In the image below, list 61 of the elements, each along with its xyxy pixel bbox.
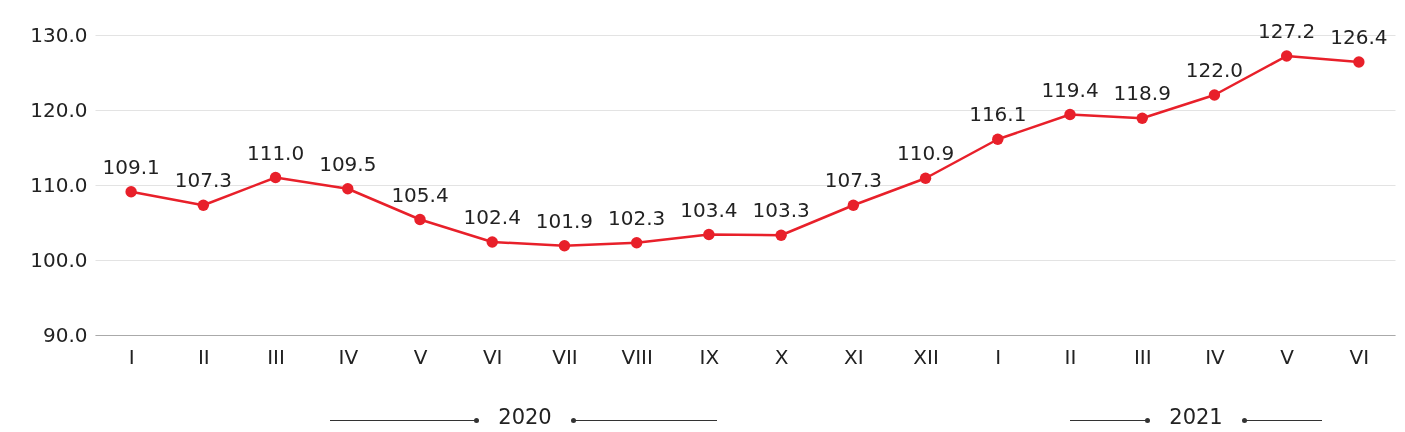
text: 103.4 (680, 197, 738, 222)
text: 107.3 (824, 168, 882, 193)
text: 102.4 (463, 205, 521, 229)
point (1208, 89, 1221, 101)
text: 102.3 (608, 205, 666, 230)
y-tick-label: 100.0 (30, 247, 88, 272)
point (919, 172, 932, 184)
x-tick-label: IV (338, 344, 359, 369)
x-tick-label: V (413, 344, 428, 369)
text: 103.3 (752, 198, 810, 223)
point (414, 213, 426, 226)
text: 105.4 (391, 182, 449, 207)
y-tick-label: 130.0 (30, 22, 88, 47)
text: 127.2 (1258, 19, 1316, 43)
x-tick-label: V (1280, 344, 1295, 369)
x-tick-label: II (1064, 344, 1077, 369)
x-tick-label: IX (699, 344, 720, 369)
x-tick-label: VIII (621, 344, 653, 369)
x-tick-label: VI (482, 344, 503, 369)
text: 2021 (1169, 405, 1223, 429)
point (269, 171, 282, 184)
text: 101.9 (535, 208, 594, 233)
point (847, 199, 860, 211)
x-tick-label: XII (913, 344, 939, 369)
x-tick-label: X (774, 344, 789, 369)
x-tick-label: III (267, 344, 285, 369)
text: 122.0 (1185, 58, 1244, 82)
text: 118.9 (1113, 81, 1171, 106)
y-tick-label: 110.0 (30, 172, 88, 197)
point (342, 183, 354, 195)
point (197, 199, 210, 211)
y-tick-label: 90.0 (42, 322, 88, 347)
point (703, 228, 715, 241)
text: 109.5 (319, 151, 377, 176)
x-tick-label: I (995, 344, 1002, 369)
text: 111.0 (246, 140, 305, 165)
point (1136, 112, 1148, 124)
point (1353, 56, 1365, 68)
text: 107.3 (174, 168, 232, 193)
x-tick-label: VI (1349, 344, 1370, 369)
point (1280, 50, 1293, 62)
x-tick-label: II (197, 344, 210, 369)
point (775, 229, 787, 241)
x-tick-label: VII (552, 344, 578, 369)
x-tick-label: III (1133, 344, 1152, 369)
x-tick-label: XI (844, 344, 864, 369)
point (558, 240, 571, 252)
text: 2020 (498, 405, 552, 429)
text: 116.1 (969, 102, 1027, 127)
point (992, 133, 1004, 145)
point (486, 236, 498, 248)
point (1064, 108, 1076, 121)
text: 119.4 (1041, 77, 1099, 102)
text: 126.4 (1330, 25, 1388, 49)
y-tick-label: 120.0 (30, 97, 88, 122)
x-tick-label: I (128, 344, 135, 369)
text: 110.9 (896, 141, 955, 166)
point (630, 237, 643, 249)
point (125, 186, 137, 198)
text: 109.1 (102, 154, 160, 179)
x-tick-label: IV (1205, 344, 1226, 369)
